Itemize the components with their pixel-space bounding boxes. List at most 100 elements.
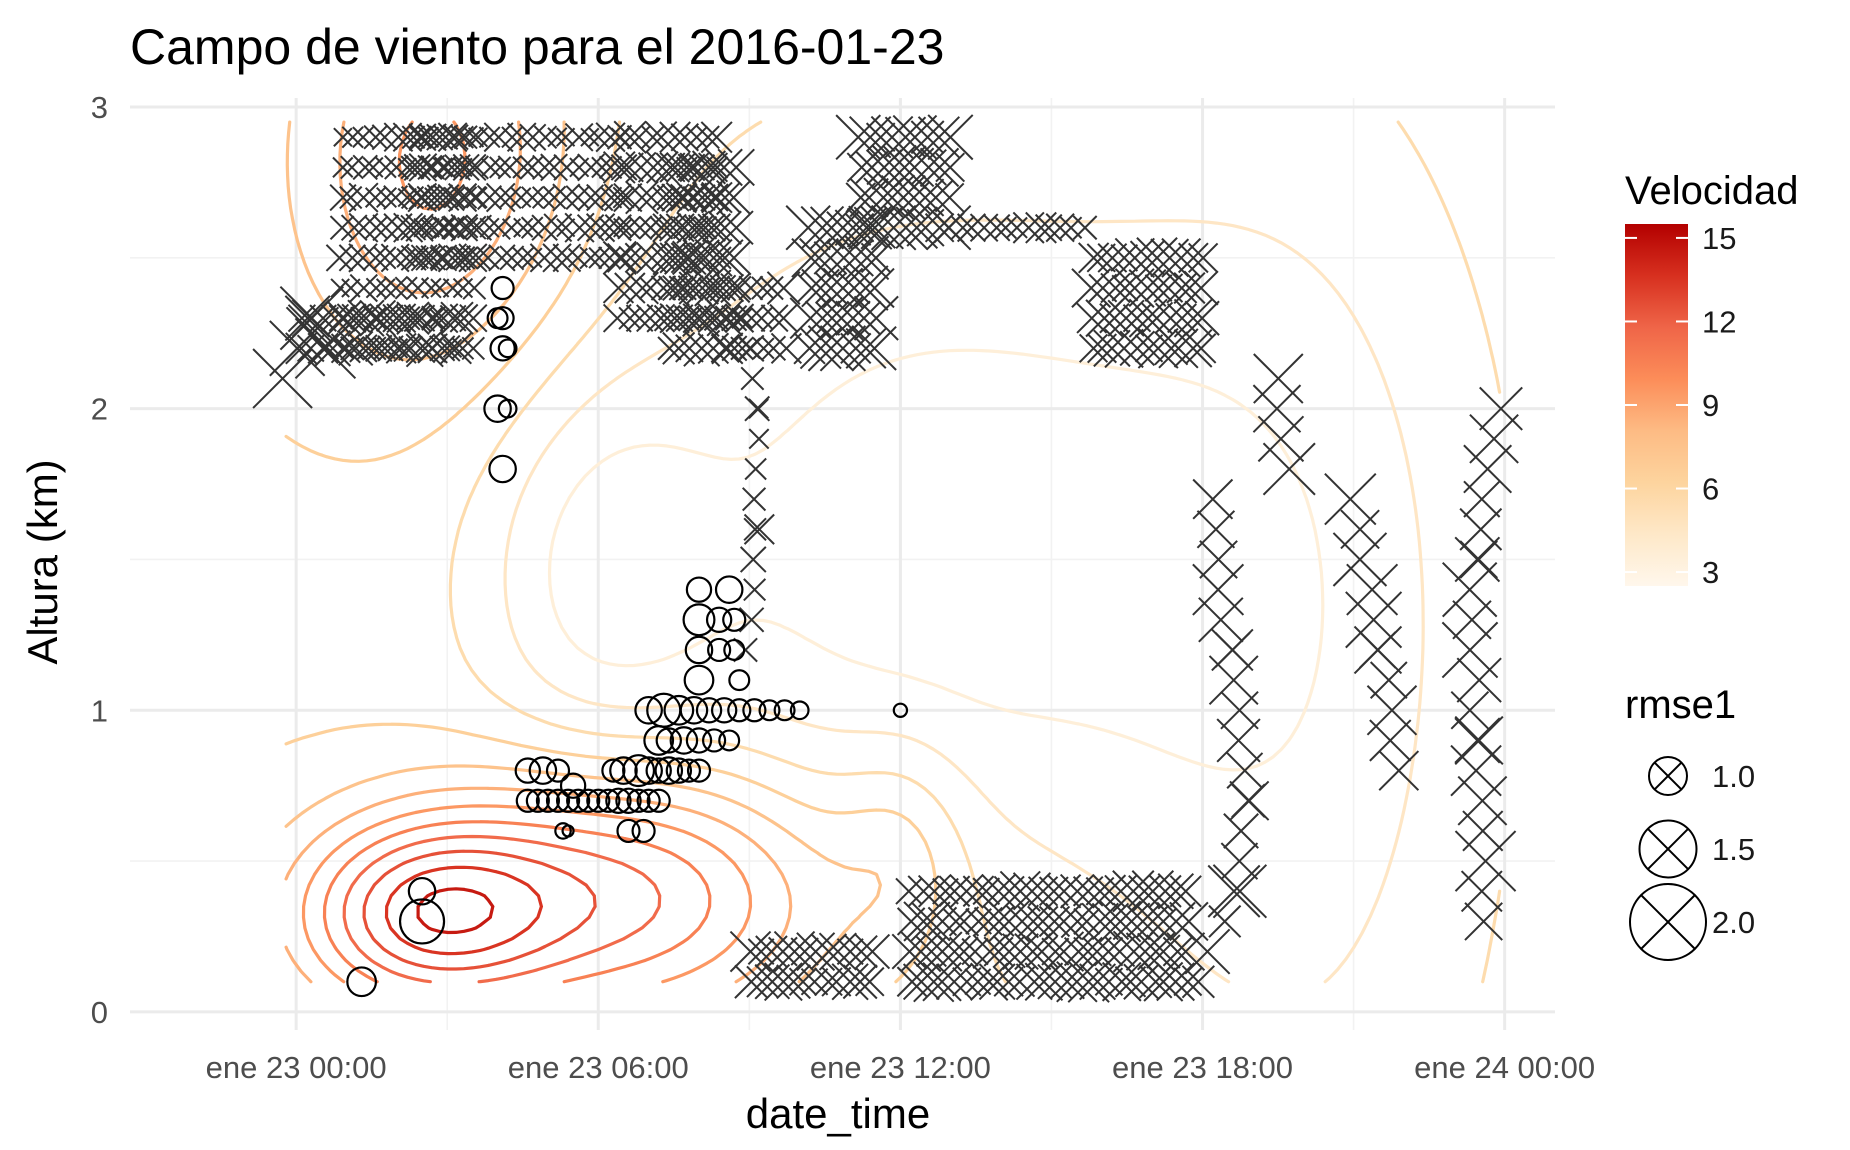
x-marker-stroke <box>408 152 438 182</box>
x-marker-stroke <box>672 216 696 240</box>
x-marker-stroke <box>1226 752 1264 789</box>
circle-marker <box>514 757 541 784</box>
x-marker-stroke <box>715 273 745 303</box>
circle-marker <box>561 824 575 838</box>
x-marker-stroke <box>443 186 466 209</box>
x-marker-stroke <box>588 246 611 269</box>
x-marker-stroke <box>1128 269 1167 308</box>
circle-marker <box>728 669 751 692</box>
x-marker-stroke <box>682 243 712 273</box>
x-marker-stroke <box>1097 242 1128 273</box>
x-marker-stroke <box>428 303 459 334</box>
x-marker-stroke <box>410 244 438 272</box>
x-marker-stroke <box>844 212 875 243</box>
x-marker-stroke <box>369 303 400 334</box>
x-marker-stroke <box>961 937 989 966</box>
x-marker-stroke <box>994 216 1017 240</box>
x-marker-stroke <box>1157 873 1195 910</box>
x-marker-stroke <box>763 962 803 1002</box>
x-marker-path <box>731 307 775 663</box>
rmse-legend-key: 1.5 <box>1638 819 1755 879</box>
x-marker-stroke <box>716 240 752 276</box>
x-marker-stroke <box>1345 591 1403 649</box>
x-marker-stroke <box>988 900 1030 943</box>
velocity-contour-line <box>416 887 495 935</box>
x-marker-cluster <box>652 148 755 367</box>
x-marker-stroke <box>340 155 364 180</box>
x-marker-stroke <box>869 174 916 221</box>
x-marker-stroke <box>364 334 393 363</box>
x-marker-stroke <box>445 244 472 271</box>
x-marker-stroke <box>1220 691 1259 730</box>
circle-marker <box>616 818 641 844</box>
x-marker-stroke <box>1184 300 1220 336</box>
x-marker-stroke <box>744 457 767 481</box>
x-marker-stroke <box>696 307 719 330</box>
x-marker-stroke <box>439 332 472 365</box>
velocity-contour-line <box>384 865 543 956</box>
x-marker-stroke <box>766 271 801 305</box>
circle-marker <box>407 876 437 906</box>
circle-marker <box>669 726 699 755</box>
x-marker-stroke <box>675 334 704 363</box>
x-marker-stroke <box>1216 718 1261 763</box>
x-marker-stroke <box>363 124 388 150</box>
x-marker-stroke <box>1198 597 1244 643</box>
x-marker-stroke <box>913 961 955 1003</box>
circle-marker <box>645 757 672 784</box>
circle-marker <box>723 638 746 661</box>
x-marker-stroke <box>418 123 447 152</box>
x-marker-stroke <box>730 336 755 361</box>
x-marker-stroke <box>405 333 436 364</box>
x-marker-stroke <box>1185 333 1217 364</box>
x-marker-stroke <box>1441 621 1499 679</box>
x-marker-stroke <box>846 300 882 336</box>
x-marker-stroke <box>613 182 643 213</box>
x-marker-stroke <box>1184 928 1231 975</box>
x-marker-stroke <box>973 906 1003 936</box>
x-marker-stroke <box>483 122 514 153</box>
x-marker-cluster <box>1071 237 1220 369</box>
x-marker-stroke <box>602 303 632 333</box>
circle-marker <box>555 788 581 813</box>
x-marker-stroke <box>760 304 789 333</box>
x-marker-stroke <box>656 184 683 211</box>
x-marker-stroke <box>432 124 459 151</box>
circle-marker <box>545 788 571 813</box>
x-marker-stroke <box>452 153 480 181</box>
x-marker-stroke <box>1056 960 1098 1003</box>
x-marker-stroke <box>547 127 568 148</box>
circle-marker <box>486 307 509 330</box>
x-marker-stroke <box>393 212 424 243</box>
x-marker-stroke <box>854 933 891 970</box>
circle-marker <box>346 966 378 998</box>
x-marker-stroke <box>710 333 740 363</box>
x-marker-stroke <box>992 934 1026 969</box>
x-marker-stroke <box>478 126 501 149</box>
x-tick-label: ene 23 06:00 <box>508 1050 689 1085</box>
x-marker-stroke <box>641 125 665 149</box>
x-marker-stroke <box>1214 632 1251 668</box>
x-marker-stroke <box>429 335 456 362</box>
x-marker-stroke <box>677 275 704 301</box>
x-marker-stroke <box>706 239 744 277</box>
x-marker-stroke <box>555 127 576 147</box>
x-marker-stroke <box>755 935 788 968</box>
x-marker-stroke <box>754 963 791 1000</box>
circle-marker <box>576 788 601 813</box>
x-marker-stroke <box>720 272 751 304</box>
rmse-legend-label: 1.5 <box>1712 832 1755 867</box>
x-marker-stroke <box>983 905 1015 937</box>
x-marker-stroke <box>993 875 1025 907</box>
x-marker-stroke <box>394 276 418 300</box>
x-marker-stroke <box>767 936 798 967</box>
circle-marker <box>554 822 572 840</box>
x-marker-stroke <box>870 115 914 159</box>
x-marker-stroke <box>1161 237 1202 278</box>
x-marker-stroke <box>1187 242 1219 274</box>
rmse-legend: rmse1 1.0 1.5 2.0 <box>1625 683 1755 961</box>
x-marker-stroke <box>513 217 534 238</box>
x-marker-stroke <box>397 187 417 208</box>
x-marker-stroke <box>1454 536 1501 583</box>
x-marker-stroke <box>848 115 892 159</box>
